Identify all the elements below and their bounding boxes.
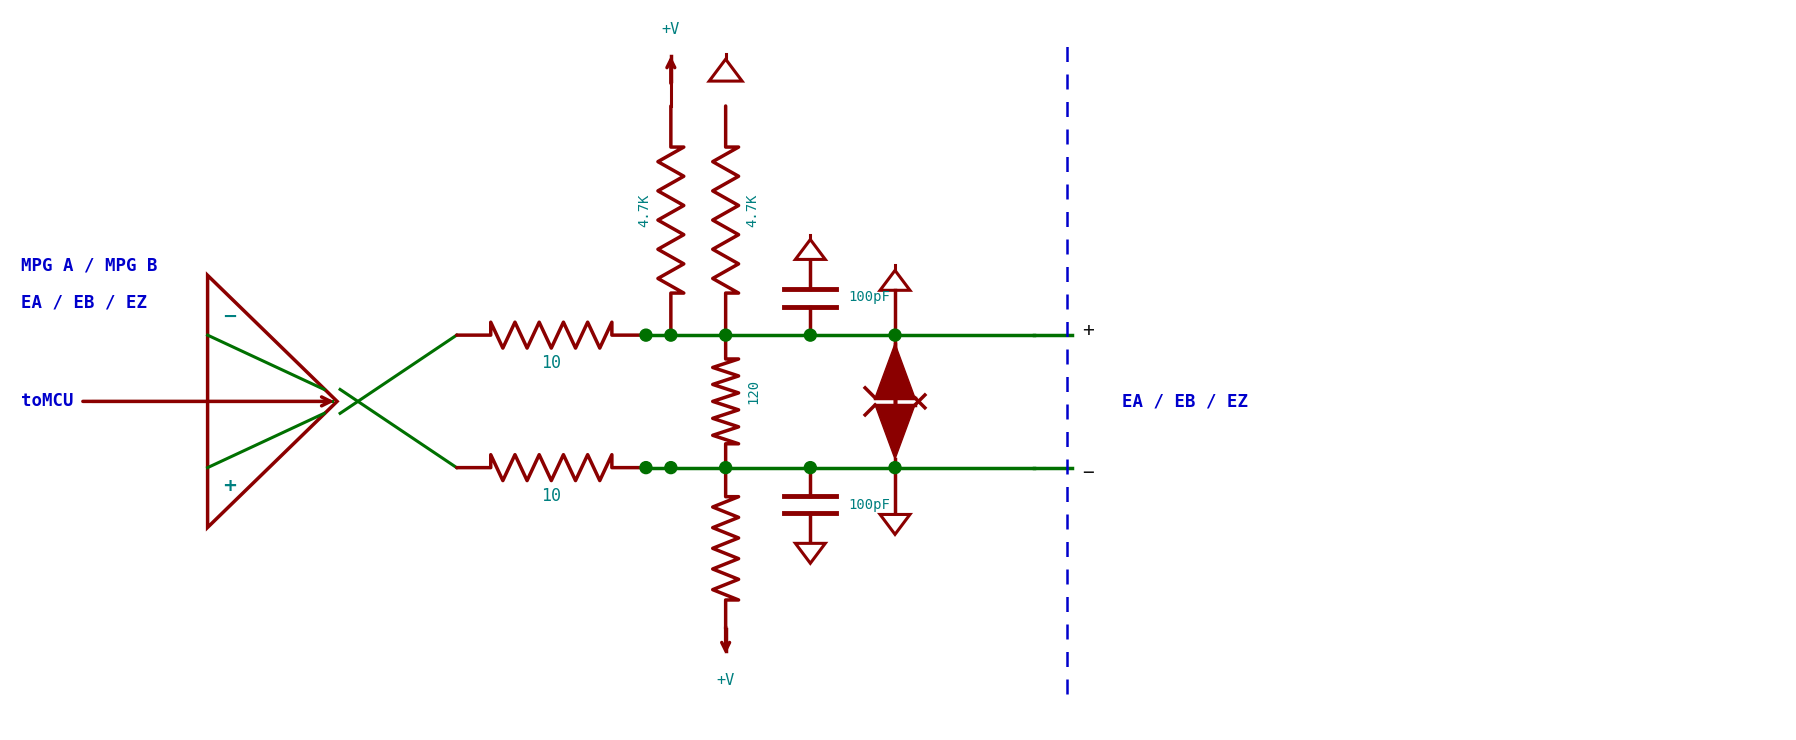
- Text: EA / EB / EZ: EA / EB / EZ: [22, 293, 147, 312]
- Circle shape: [720, 329, 731, 341]
- Text: 100pF: 100pF: [848, 290, 891, 304]
- Circle shape: [805, 329, 817, 341]
- Circle shape: [639, 329, 652, 341]
- Text: toMCU: toMCU: [22, 392, 74, 411]
- Text: MPG A / MPG B: MPG A / MPG B: [22, 256, 158, 275]
- Circle shape: [720, 462, 731, 474]
- Text: 10: 10: [541, 486, 562, 505]
- Circle shape: [889, 462, 902, 474]
- Circle shape: [805, 462, 817, 474]
- Polygon shape: [875, 405, 914, 459]
- Text: −: −: [1083, 463, 1094, 482]
- Text: +V: +V: [717, 673, 735, 688]
- Text: +: +: [223, 477, 237, 494]
- Polygon shape: [875, 343, 914, 398]
- Circle shape: [665, 329, 677, 341]
- Text: 100pF: 100pF: [848, 499, 891, 513]
- Text: 4.7K: 4.7K: [638, 194, 650, 227]
- Text: +V: +V: [661, 21, 681, 37]
- Circle shape: [665, 462, 677, 474]
- Circle shape: [639, 462, 652, 474]
- Text: 120: 120: [747, 379, 760, 404]
- Text: −: −: [223, 308, 237, 326]
- Text: EA / EB / EZ: EA / EB / EZ: [1122, 392, 1248, 411]
- Text: 4.7K: 4.7K: [745, 194, 760, 227]
- Circle shape: [889, 329, 902, 341]
- Text: 10: 10: [541, 354, 562, 372]
- Text: +: +: [1083, 320, 1094, 340]
